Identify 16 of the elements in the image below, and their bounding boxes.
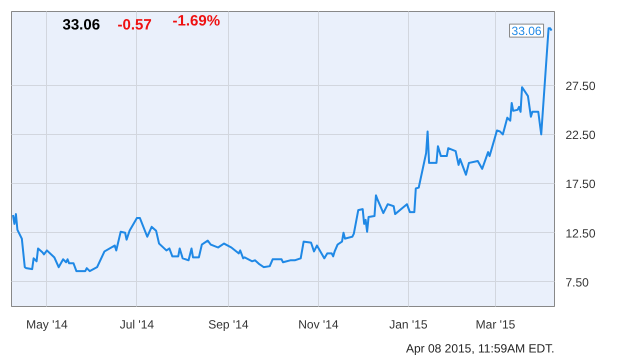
y-tick-label: 12.50 xyxy=(566,226,596,240)
annotation: -0.57 xyxy=(118,16,152,34)
x-tick-label: May '14 xyxy=(26,318,68,332)
y-tick-label: 27.50 xyxy=(566,78,596,93)
x-tick-label: Sep '14 xyxy=(208,318,249,332)
x-tick-label: Mar '15 xyxy=(476,318,516,332)
text: Apr 08 2015, 11:59AM EDT. xyxy=(406,342,554,356)
y-tick-label: 17.50 xyxy=(566,177,596,192)
x-tick-label: Jan '15 xyxy=(389,318,428,332)
x-tick-label: Nov '14 xyxy=(298,318,339,332)
x-tick-label: Jul '14 xyxy=(120,318,154,332)
y-tick-label: 22.50 xyxy=(566,128,596,142)
annotation: -1.69% xyxy=(172,12,220,30)
annotation: 33.06 xyxy=(512,24,542,38)
y-tick-label: 7.50 xyxy=(566,275,590,290)
annotation: 33.06 xyxy=(62,16,100,34)
